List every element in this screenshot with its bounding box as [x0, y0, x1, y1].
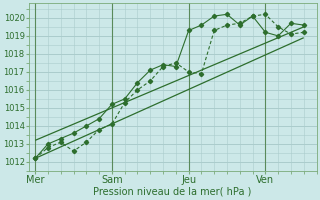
X-axis label: Pression niveau de la mer( hPa ): Pression niveau de la mer( hPa )	[93, 187, 252, 197]
